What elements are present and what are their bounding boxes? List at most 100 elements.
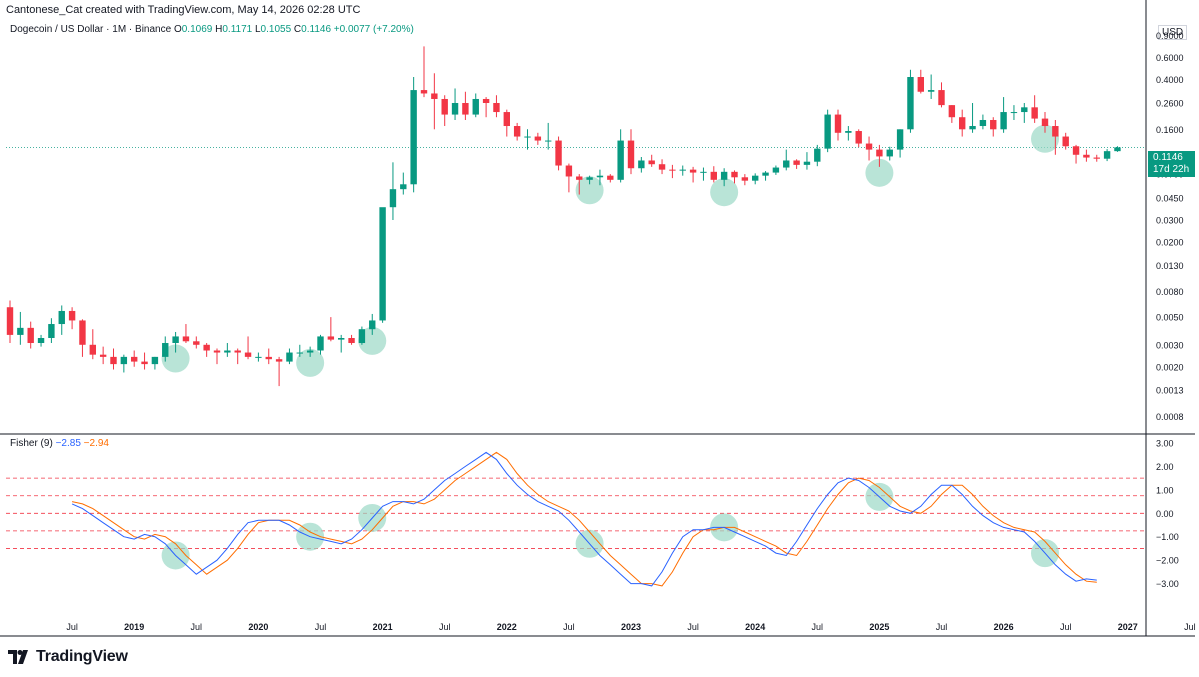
candle-body [741, 177, 749, 181]
close-label: C [293, 24, 302, 35]
candle-body [193, 341, 200, 345]
price-tick-label: 0.1600 [1156, 125, 1184, 135]
price-tick-label: 0.0450 [1156, 194, 1184, 204]
candle-body [120, 356, 128, 365]
highlight-circle [710, 178, 739, 207]
price-tick-label: 0.9000 [1156, 31, 1184, 41]
candle-body [317, 336, 324, 351]
candle-body [617, 140, 624, 180]
candle-body [648, 160, 655, 165]
candle-body [979, 119, 987, 127]
fisher-value: −2.85 [55, 438, 81, 449]
candle-body [275, 359, 283, 362]
price-tick-label: 0.0020 [1156, 362, 1184, 372]
candle-body [503, 112, 510, 127]
price-tick-label: 0.4000 [1156, 75, 1184, 85]
price-tick-label: 0.6000 [1156, 53, 1184, 63]
symbol-name[interactable]: Dogecoin / US Dollar · 1M · Binance [10, 24, 172, 35]
fisher-legend: Fisher (9) −2.85 −2.94 [10, 438, 109, 449]
time-tick-label: Jul [1184, 622, 1196, 632]
currency-label[interactable]: USD [1158, 25, 1188, 40]
candle-body [1021, 107, 1028, 113]
candle-body [534, 136, 542, 141]
candle-body [1010, 112, 1018, 114]
fisher-tick-label: −1.00 [1156, 532, 1179, 542]
time-tick-label: 2021 [373, 622, 393, 632]
candle-body [720, 171, 728, 180]
price-tick-label: 0.0080 [1156, 287, 1184, 297]
candle-body [638, 160, 645, 169]
candle-body [79, 320, 86, 345]
candle-body [338, 338, 345, 340]
candle-body [710, 171, 717, 180]
candle-body [1000, 112, 1007, 130]
fisher-tick-label: 0.00 [1156, 509, 1174, 519]
candle-body [752, 175, 759, 181]
candle-body [48, 324, 55, 339]
price-tick-label: 0.0050 [1156, 313, 1184, 323]
candle-body [286, 352, 293, 362]
price-tick-label: 0.0013 [1156, 386, 1184, 396]
candle-body [679, 169, 686, 171]
candle-body [731, 171, 738, 178]
fisher-line [71, 451, 1097, 587]
fisher-tick-label: 1.00 [1156, 485, 1174, 495]
candle-body [565, 165, 573, 177]
time-tick-label: 2019 [124, 622, 144, 632]
highlight-circle [575, 176, 604, 205]
fisher-tick-label: 3.00 [1156, 439, 1174, 449]
candle-body [917, 77, 924, 92]
time-tick-label: Jul [936, 622, 948, 632]
open-value: 0.1069 [181, 24, 213, 35]
candle-body [389, 189, 397, 208]
time-tick-label: 2027 [1118, 622, 1138, 632]
time-tick-label: Jul [1060, 622, 1072, 632]
candle-body [203, 344, 210, 351]
candle-body [369, 320, 376, 330]
candle-body [1052, 126, 1059, 137]
close-value: 0.1146 [301, 24, 331, 35]
tradingview-logo[interactable]: TradingView [8, 648, 128, 666]
candle-body [410, 90, 417, 185]
candle-body [938, 90, 945, 106]
candle-body [296, 352, 303, 354]
candle-body [1083, 154, 1090, 158]
candle-body [524, 136, 531, 138]
candle-body [182, 336, 190, 342]
price-tick-label: 0.0030 [1156, 340, 1184, 350]
time-tick-label: 2026 [994, 622, 1014, 632]
fisher-title[interactable]: Fisher (9) [10, 438, 53, 449]
time-tick-label: 2022 [497, 622, 517, 632]
candle-body [783, 160, 790, 168]
time-tick-label: Jul [687, 622, 699, 632]
candle-body [845, 131, 852, 133]
candle-body [834, 114, 842, 133]
candle-body [969, 126, 976, 130]
fisher-tick-label: −2.00 [1156, 556, 1179, 566]
candle-body [1062, 136, 1069, 147]
candle-body [990, 119, 997, 130]
candle-body [213, 350, 221, 353]
price-tick-label: 0.0200 [1156, 237, 1184, 247]
candle-body [462, 102, 469, 115]
time-tick-label: 2024 [745, 622, 765, 632]
candle-body [793, 160, 800, 165]
candle-body [27, 327, 34, 344]
candle-body [6, 307, 14, 335]
candle-body [607, 175, 614, 180]
candle-body [441, 98, 448, 115]
change-value: +0.0077 (+7.20%) [333, 24, 414, 35]
low-label: L [254, 24, 261, 35]
time-tick-label: Jul [315, 622, 327, 632]
candle-body [555, 140, 562, 166]
candle-body [824, 114, 831, 149]
high-label: H [215, 24, 223, 35]
candle-body [400, 184, 407, 190]
candle-body [1031, 107, 1038, 119]
candle-body [110, 356, 117, 365]
candle-body [772, 167, 780, 173]
candle-body [586, 177, 593, 180]
fisher-tick-label: 2.00 [1156, 462, 1174, 472]
candle-body [513, 126, 521, 137]
